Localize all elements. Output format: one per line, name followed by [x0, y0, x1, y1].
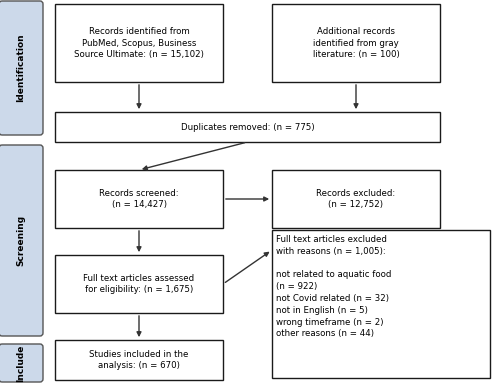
FancyBboxPatch shape — [0, 1, 43, 135]
Text: Full text articles excluded
with reasons (n = 1,005):

not related to aquatic fo: Full text articles excluded with reasons… — [276, 235, 392, 338]
Text: Include: Include — [16, 344, 26, 382]
FancyBboxPatch shape — [0, 145, 43, 336]
Text: Additional records
identified from gray
literature: (n = 100): Additional records identified from gray … — [312, 27, 400, 59]
FancyBboxPatch shape — [272, 170, 440, 228]
Text: Identification: Identification — [16, 34, 26, 102]
Text: Full text articles assessed
for eligibility: (n = 1,675): Full text articles assessed for eligibil… — [84, 273, 194, 295]
FancyBboxPatch shape — [272, 4, 440, 82]
Text: Studies included in the
analysis: (n = 670): Studies included in the analysis: (n = 6… — [90, 349, 188, 371]
FancyBboxPatch shape — [55, 170, 223, 228]
FancyBboxPatch shape — [0, 344, 43, 382]
FancyBboxPatch shape — [55, 112, 440, 142]
Text: Records identified from
PubMed, Scopus, Business
Source Ultimate: (n = 15,102): Records identified from PubMed, Scopus, … — [74, 27, 204, 59]
FancyBboxPatch shape — [55, 4, 223, 82]
Text: Duplicates removed: (n = 775): Duplicates removed: (n = 775) — [180, 122, 314, 131]
Text: Screening: Screening — [16, 215, 26, 266]
Text: Records screened:
(n = 14,427): Records screened: (n = 14,427) — [99, 189, 179, 209]
FancyBboxPatch shape — [55, 255, 223, 313]
FancyBboxPatch shape — [272, 230, 490, 378]
Text: Records excluded:
(n = 12,752): Records excluded: (n = 12,752) — [316, 189, 396, 209]
FancyBboxPatch shape — [55, 340, 223, 380]
